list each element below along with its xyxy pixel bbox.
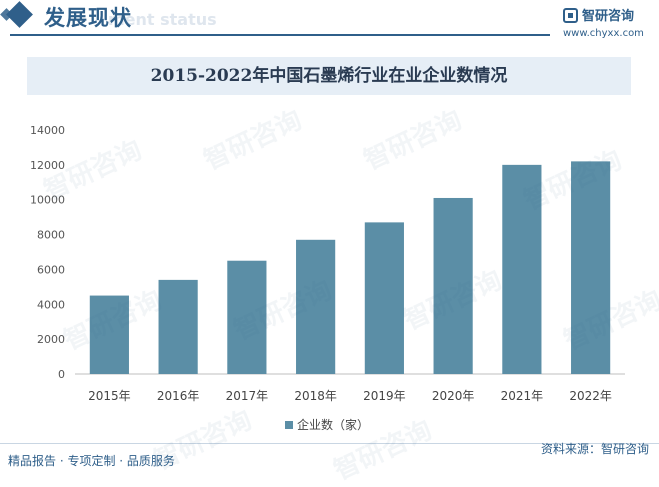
y-tick-label: 10000 <box>30 194 65 207</box>
logo-icon <box>563 8 578 23</box>
brand-logo: 智研咨询 <box>563 5 634 24</box>
x-tick-label: 2020年 <box>432 389 475 403</box>
logo-url: www.chyxx.com <box>563 28 644 39</box>
header: ment status 发展现状 智研咨询 www.chyxx.com <box>0 0 659 40</box>
footer-tagline: 精品报告 · 专项定制 · 品质服务 <box>8 454 175 468</box>
bar-chart: 0 2000 4000 6000 8000 10000 12000 14000 2015年 201… <box>30 124 625 403</box>
bar <box>227 260 267 374</box>
x-tick-label: 2021年 <box>501 389 544 403</box>
x-tick-label: 2017年 <box>226 389 269 403</box>
chart-title: 2015-2022年中国石墨烯行业在业企业数情况 <box>150 66 508 86</box>
section-title: 发展现状 <box>44 6 132 30</box>
bar <box>296 239 336 374</box>
section-subtitle: ment status <box>108 10 217 29</box>
x-tick-label: 2019年 <box>363 389 406 403</box>
header-divider <box>10 34 550 36</box>
source-note: 资料来源：智研咨询 <box>540 442 649 456</box>
bar <box>571 161 611 374</box>
y-tick-label: 2000 <box>37 333 65 346</box>
y-tick-label: 12000 <box>30 159 65 172</box>
legend: 企业数（家） <box>285 416 369 433</box>
bar <box>89 295 129 374</box>
bar <box>502 164 542 374</box>
footer-divider <box>0 443 659 444</box>
y-tick-label: 0 <box>58 368 65 381</box>
legend-swatch <box>285 421 293 429</box>
y-tick-label: 8000 <box>37 229 65 242</box>
x-tick-label: 2022年 <box>569 389 612 403</box>
bar <box>158 279 198 374</box>
y-tick-label: 6000 <box>37 263 65 276</box>
x-tick-label: 2018年 <box>294 389 337 403</box>
y-tick-label: 4000 <box>37 298 65 311</box>
legend-label: 企业数（家） <box>297 418 370 432</box>
logo-text: 智研咨询 <box>582 9 635 24</box>
x-tick-label: 2016年 <box>157 389 200 403</box>
bar <box>364 222 404 374</box>
bar <box>433 197 473 374</box>
title-band <box>27 57 631 95</box>
y-tick-label: 14000 <box>30 124 65 137</box>
x-tick-label: 2015年 <box>88 389 131 403</box>
